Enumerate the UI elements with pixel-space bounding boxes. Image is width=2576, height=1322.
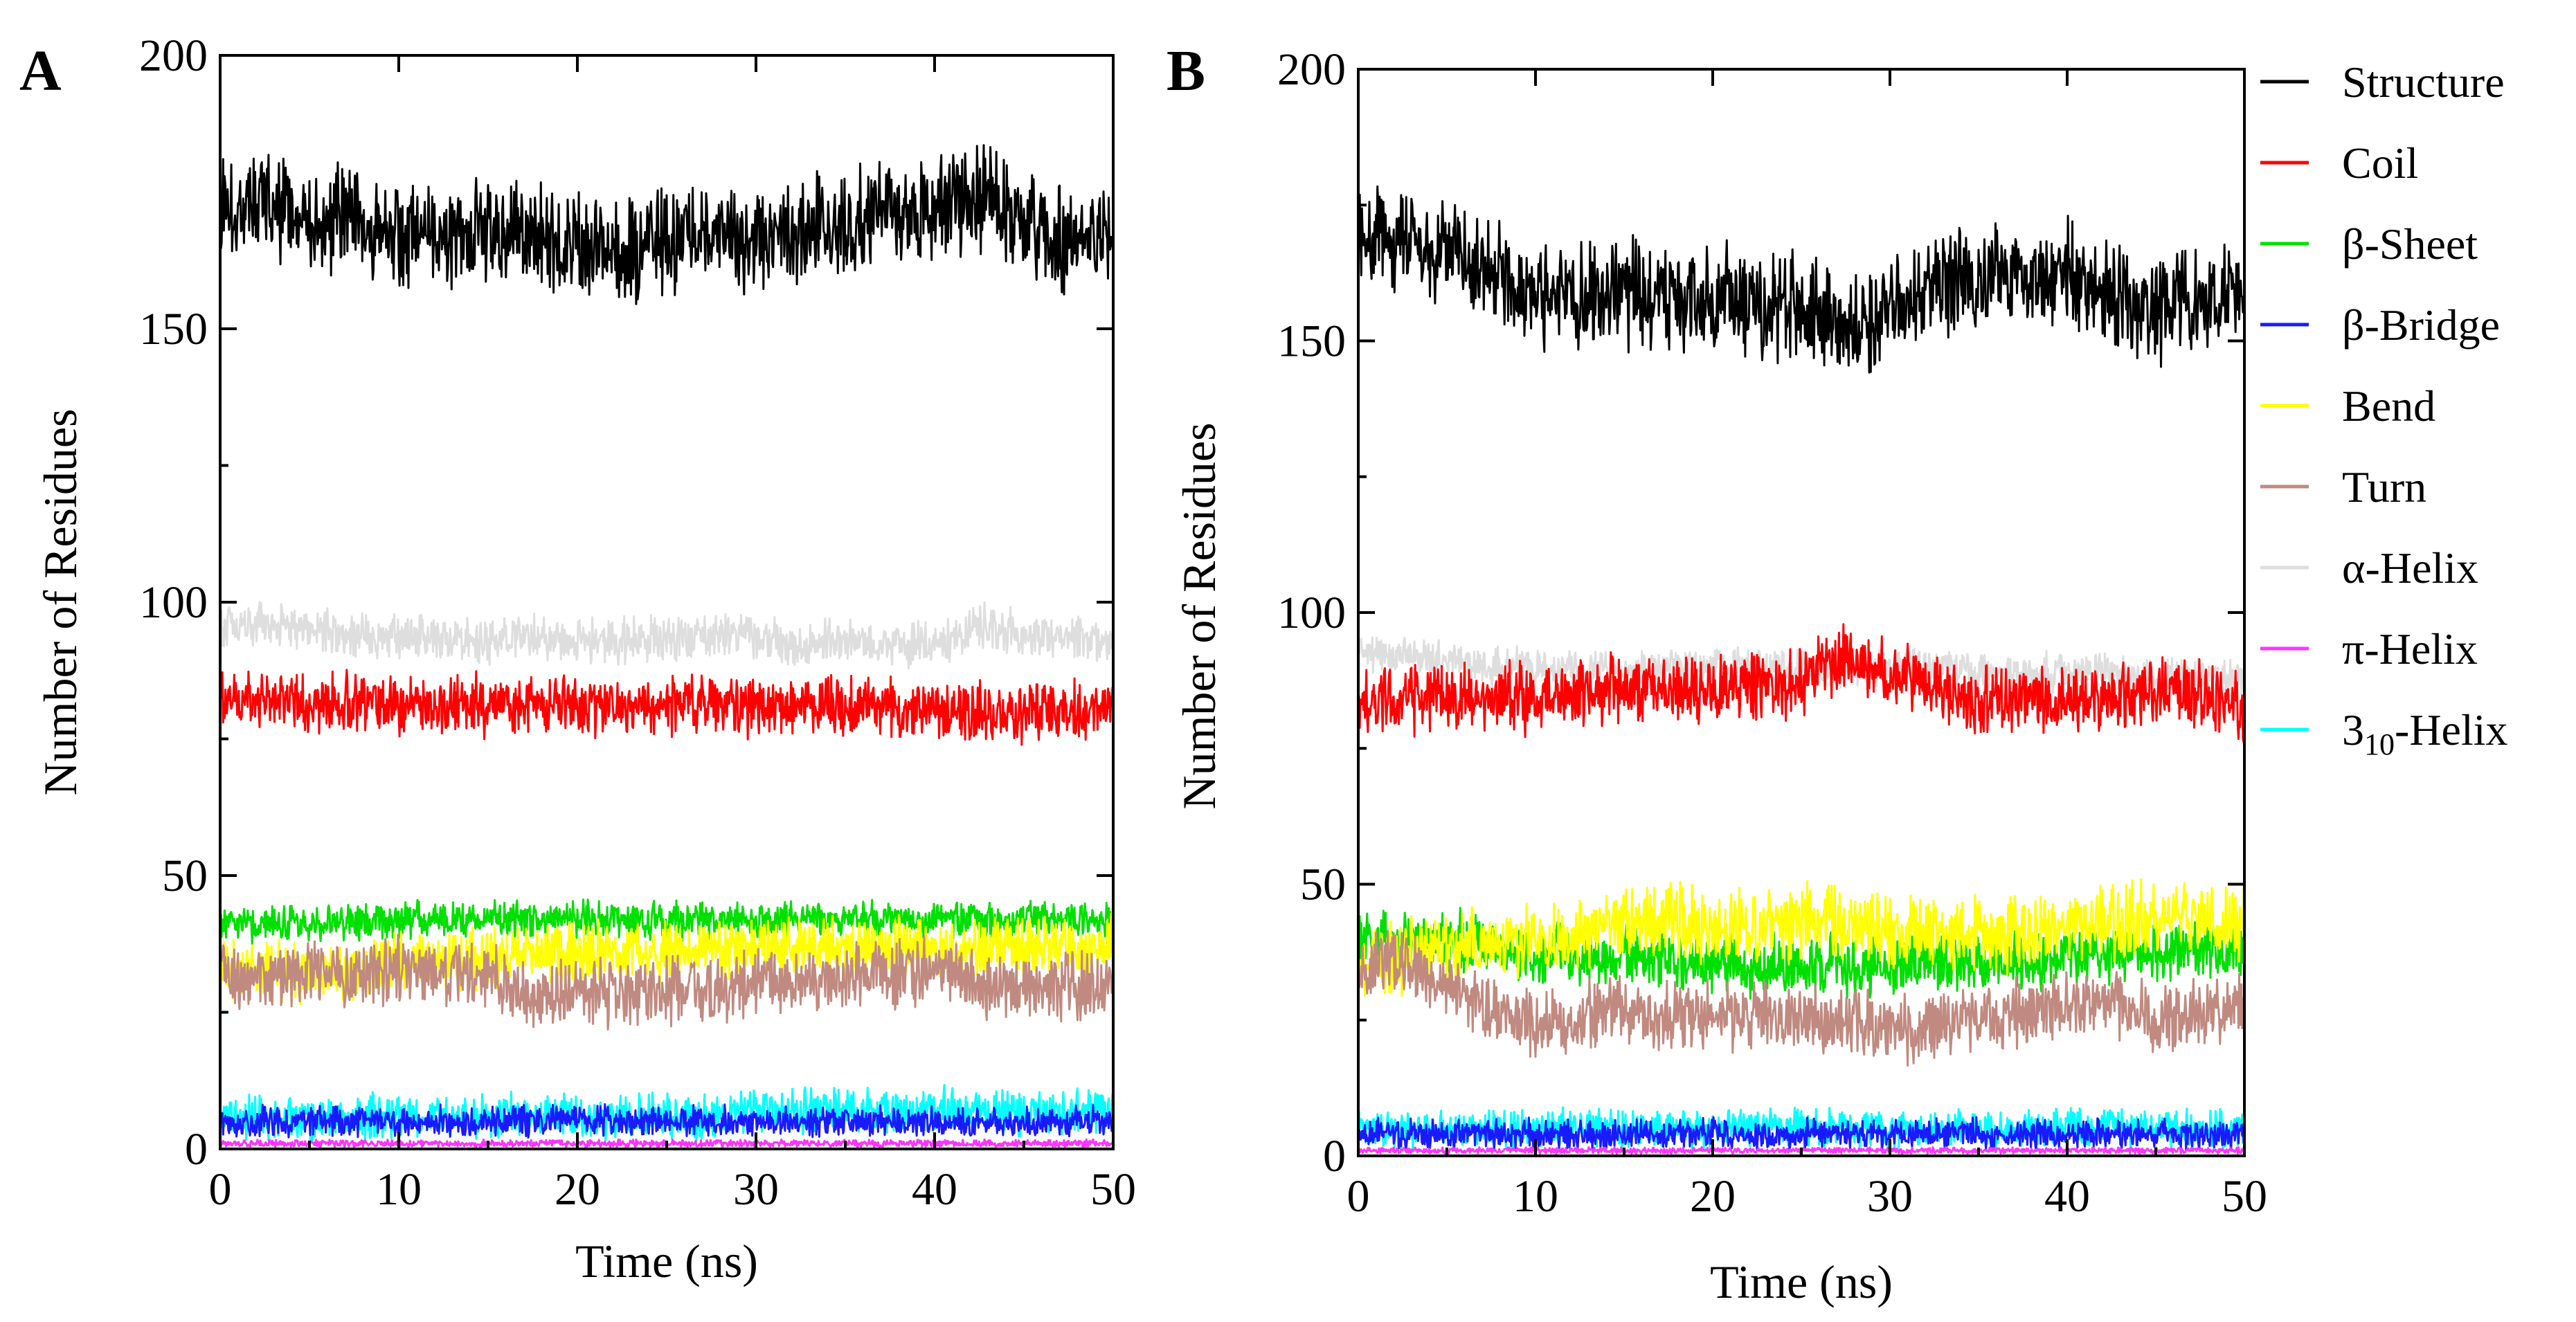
legend-item: 310-Helix bbox=[2260, 705, 2508, 761]
legend-label: π-Helix bbox=[2342, 624, 2478, 673]
panel-a-x-axis-title: Time (ns) bbox=[575, 1235, 758, 1287]
legend-item: Structure bbox=[2260, 57, 2505, 107]
legend-item: Coil bbox=[2260, 138, 2418, 188]
legend-label: Structure bbox=[2342, 57, 2505, 107]
legend-item: Turn bbox=[2260, 462, 2426, 511]
legend-item: Bend bbox=[2260, 381, 2435, 431]
panel-a: A 0 10 20 30 40 50 0 50 100 150 200 Time (ns) Numb… bbox=[19, 30, 1136, 1287]
panel-a-y-axis-title: Number of Residues bbox=[34, 408, 87, 795]
panel-b-x-axis-title: Time (ns) bbox=[1710, 1256, 1893, 1308]
legend-label: Bend bbox=[2342, 381, 2435, 431]
series-helix-line bbox=[219, 601, 1115, 670]
legend-label: β-Sheet bbox=[2342, 219, 2478, 269]
series-bridge-line bbox=[1357, 1116, 2246, 1152]
panel-b-series-layer bbox=[1357, 185, 2246, 1155]
legend-label: Turn bbox=[2342, 462, 2426, 511]
legend-item: α-Helix bbox=[2260, 543, 2478, 592]
panel-b: B 0 10 20 30 40 50 0 50 100 150 200 Time (ns) Numb… bbox=[1167, 39, 2267, 1308]
y-tick-label: 50 bbox=[1300, 860, 1346, 910]
series-coil-line bbox=[219, 669, 1115, 746]
legend-label: β-Bridge bbox=[2342, 300, 2500, 350]
x-tick-label: 50 bbox=[2222, 1171, 2267, 1222]
legend-label: Coil bbox=[2342, 138, 2418, 188]
series-coil-line bbox=[1358, 623, 2246, 744]
legend-item: π-Helix bbox=[2260, 624, 2478, 673]
x-tick-label: 40 bbox=[2044, 1171, 2090, 1222]
panel-a-letter: A bbox=[19, 39, 62, 103]
series-structure-line bbox=[219, 144, 1115, 305]
x-tick-label: 20 bbox=[1690, 1171, 1736, 1222]
y-tick-label: 0 bbox=[1323, 1131, 1346, 1181]
legend: Structure Coil β-Sheet β-Bridge Bend Turn α-He… bbox=[2260, 57, 2508, 761]
series-bridge-line bbox=[219, 1103, 1115, 1139]
y-tick-label: 0 bbox=[185, 1124, 208, 1175]
x-tick-label: 10 bbox=[1513, 1171, 1558, 1222]
panel-b-y-axis-title: Number of Residues bbox=[1173, 422, 1225, 809]
panel-a-ticks: 0 10 20 30 40 50 0 50 100 150 200 bbox=[139, 30, 1136, 1215]
x-tick-label: 30 bbox=[733, 1164, 779, 1215]
x-tick-label: 0 bbox=[209, 1164, 232, 1215]
panel-a-series-layer bbox=[219, 144, 1115, 1149]
panel-b-ticks: 0 10 20 30 40 50 0 50 100 150 200 bbox=[1277, 44, 2267, 1222]
y-tick-label: 100 bbox=[1277, 588, 1346, 638]
legend-item: β-Sheet bbox=[2260, 219, 2478, 269]
legend-label: 310-Helix bbox=[2342, 705, 2508, 761]
y-tick-label: 200 bbox=[1277, 44, 1346, 95]
y-tick-label: 100 bbox=[139, 577, 208, 628]
series-structure-line bbox=[1357, 185, 2246, 374]
series-bend-line bbox=[1357, 878, 2246, 997]
y-tick-label: 200 bbox=[139, 30, 208, 81]
x-tick-label: 20 bbox=[555, 1164, 600, 1215]
x-tick-label: 50 bbox=[1090, 1164, 1136, 1215]
series-turn-line bbox=[219, 934, 1115, 1031]
y-tick-label: 150 bbox=[1277, 316, 1346, 367]
x-tick-label: 40 bbox=[912, 1164, 957, 1215]
x-tick-label: 30 bbox=[1867, 1171, 1913, 1222]
x-tick-label: 10 bbox=[376, 1164, 422, 1215]
y-tick-label: 50 bbox=[162, 851, 208, 901]
legend-item: β-Bridge bbox=[2260, 300, 2500, 350]
panel-b-letter: B bbox=[1167, 39, 1205, 103]
legend-label: α-Helix bbox=[2342, 543, 2478, 592]
x-tick-label: 0 bbox=[1347, 1171, 1370, 1222]
series-turn-line bbox=[1357, 930, 2246, 1067]
y-tick-label: 150 bbox=[139, 304, 208, 354]
